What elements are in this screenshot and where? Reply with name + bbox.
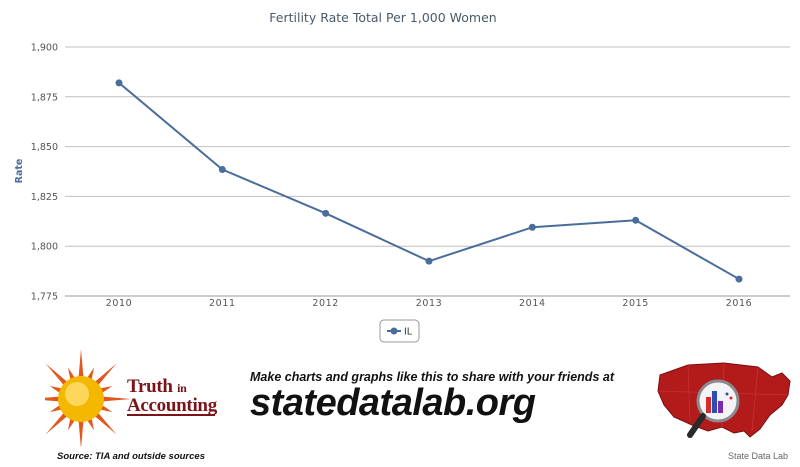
x-axis-ticks: 2010 2011 2012 2013 2014 2015 2016: [106, 298, 753, 309]
sun-ray: [94, 363, 117, 386]
tia-word-in: in: [177, 381, 187, 395]
legend-swatch-marker: [390, 327, 398, 335]
tia-underline: [127, 414, 215, 416]
sun-ray: [45, 396, 60, 402]
y-axis-ticks: 1,900 1,875 1,850 1,825 1,800 1,775: [31, 43, 58, 303]
sun-ray: [45, 412, 68, 435]
x-tick-label: 2014: [519, 298, 546, 309]
gridlines: [65, 46, 790, 297]
site-link[interactable]: statedatalab.org: [250, 382, 536, 424]
tia-word-accounting: Accounting: [127, 395, 217, 416]
magnifier-icon: [687, 379, 740, 438]
x-tick-label: 2011: [209, 298, 236, 309]
data-point[interactable]: [632, 216, 640, 224]
data-point[interactable]: [322, 209, 330, 217]
sun-ray: [87, 418, 95, 431]
x-tick-label: 2015: [622, 298, 649, 309]
promo-text: Make charts and graphs like this to shar…: [250, 370, 614, 384]
y-axis-label: Rate: [14, 159, 25, 184]
sun-ray: [78, 349, 84, 378]
sun-ray: [45, 363, 68, 386]
y-tick-label: 1,900: [31, 43, 58, 54]
sun-ray: [67, 418, 75, 431]
y-tick-label: 1,775: [31, 292, 58, 303]
x-tick-label: 2012: [312, 298, 339, 309]
x-tick-label: 2010: [106, 298, 133, 309]
tia-word-truth: Truth: [127, 376, 173, 397]
x-tick-label: 2013: [416, 298, 443, 309]
legend-label-il: IL: [404, 327, 413, 338]
series-line: [118, 82, 740, 280]
sun-ray: [87, 367, 95, 380]
data-point[interactable]: [528, 223, 536, 231]
series-line-il: [115, 79, 743, 283]
sun-ray: [102, 396, 131, 402]
sun-ray: [67, 367, 75, 380]
sun-ray: [100, 405, 113, 413]
y-tick-label: 1,850: [31, 142, 58, 153]
sun-ray: [78, 420, 84, 447]
data-point[interactable]: [425, 257, 433, 265]
data-point[interactable]: [115, 79, 123, 87]
y-tick-label: 1,875: [31, 92, 58, 103]
x-tick-label: 2016: [726, 298, 753, 309]
data-point[interactable]: [218, 166, 226, 174]
sun-logo-icon: [45, 349, 131, 447]
sun-ray: [49, 385, 62, 393]
sun-ray: [100, 385, 113, 393]
source-note: Source: TIA and outside sources: [57, 451, 205, 462]
y-tick-label: 1,825: [31, 192, 58, 203]
chart-title: Fertility Rate Total Per 1,000 Women: [269, 10, 496, 25]
legend[interactable]: IL: [379, 319, 420, 343]
footer-banner: Truth in Accounting Source: TIA and outs…: [0, 345, 800, 467]
sun-ray: [49, 405, 62, 413]
sun-ray: [94, 412, 117, 435]
brand-text: State Data Lab: [728, 451, 789, 461]
tia-logo-text: Truth in Accounting: [127, 376, 217, 416]
line-chart: Fertility Rate Total Per 1,000 Women Rat…: [14, 10, 790, 343]
us-map-logo-icon: [657, 362, 791, 438]
data-point[interactable]: [735, 275, 743, 283]
y-tick-label: 1,800: [31, 242, 58, 253]
